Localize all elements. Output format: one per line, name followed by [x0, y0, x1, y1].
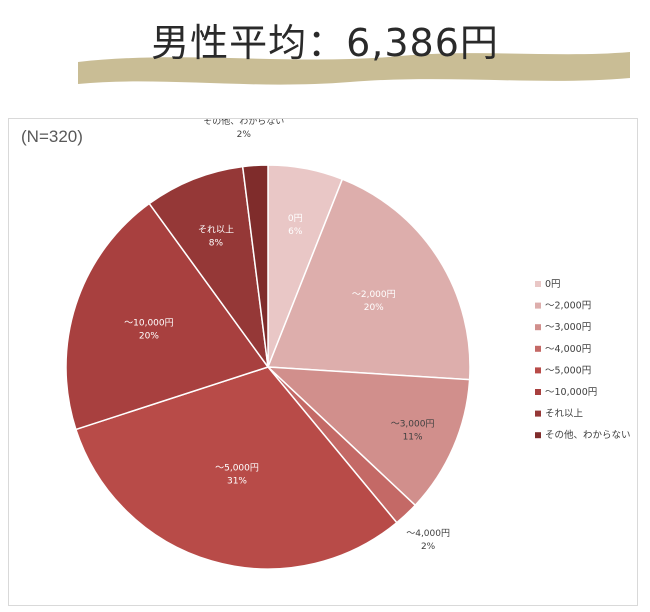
pie-labels: 0円 6% ～2,000円 20% ～3,000円 11% ～4,000円 2% ～5,000円…	[124, 115, 450, 552]
slice-label-3: ～3,000円	[391, 419, 435, 430]
headline: 男性平均：6,386円	[0, 0, 650, 100]
slice-label-5: ～5,000円	[215, 463, 259, 474]
headline-title: 男性平均：6,386円	[151, 21, 499, 65]
legend-swatch-7	[535, 410, 541, 417]
slice-percent-7: 8%	[209, 239, 224, 249]
legend-swatch-3	[535, 324, 541, 331]
legend-label-4: ～4,000円	[545, 344, 591, 355]
legend-swatch-8	[535, 432, 541, 439]
pie-slice-6	[65, 202, 270, 431]
pie-slices	[65, 164, 471, 570]
pie-slice-8	[241, 164, 269, 368]
pie-chart: 0円 6% ～2,000円 20% ～3,000円 11% ～4,000円 2% ～5,000円…	[65, 115, 631, 570]
legend-swatch-6	[535, 389, 541, 395]
slice-label-8: その他、わからない	[203, 119, 284, 127]
legend-swatch-4	[535, 345, 541, 352]
pie-slice-5	[74, 366, 398, 570]
pie-slice-3	[265, 366, 471, 507]
slice-label-7: それ以上	[198, 225, 234, 236]
headline-stripe	[78, 52, 630, 85]
slice-percent-4: 2%	[421, 542, 436, 552]
pie-slice-2	[266, 178, 471, 381]
legend-label-5: ～5,000円	[545, 365, 591, 376]
legend-label-1: 0円	[545, 279, 561, 290]
slice-percent-3: 11%	[403, 433, 423, 443]
legend-label-6: ～10,000円	[545, 387, 597, 398]
legend-label-3: ～3,000円	[545, 322, 591, 333]
slice-percent-8: 2%	[237, 130, 252, 140]
slice-percent-5: 31%	[227, 477, 247, 487]
slice-label-4: ～4,000円	[406, 528, 450, 539]
slice-label-1: 0円	[288, 213, 303, 224]
legend-swatch-5	[535, 367, 541, 374]
legend-swatch-2	[535, 302, 541, 309]
slice-label-2: ～2,000円	[352, 289, 396, 300]
sample-size-note: (N=320)	[21, 127, 83, 146]
legend: 0円 ～2,000円 ～3,000円 ～4,000円 ～5,000円 ～10,000円それ…	[535, 279, 631, 441]
slice-percent-1: 6%	[288, 227, 303, 237]
legend-label-7: それ以上	[545, 409, 584, 420]
chart-frame: (N=320) 0円 6% ～2,000円 20% ～3,000円 11% ～4,000円 2…	[8, 115, 638, 606]
legend-label-2: ～2,000円	[545, 301, 591, 312]
legend-swatch-1	[535, 281, 541, 287]
legend-label-8: その他、わからない	[545, 429, 631, 441]
slice-percent-6: 20%	[139, 331, 159, 341]
pie-slice-7	[148, 165, 269, 368]
slice-percent-2: 20%	[364, 303, 384, 313]
slice-label-6: ～10,000円	[124, 317, 174, 328]
